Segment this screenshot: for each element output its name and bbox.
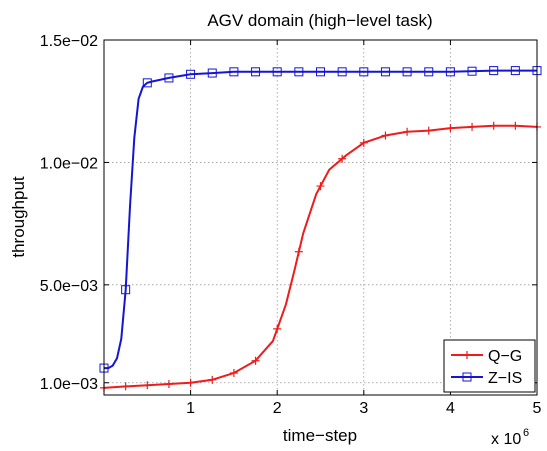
axis-ticks: 1 2 3 4 5 1.0e−03 5.0e−03 1.0e−02 1.5e−02 <box>40 33 542 417</box>
y-tick-label: 1.5e−02 <box>40 33 98 50</box>
data-point <box>164 379 173 388</box>
data-point <box>359 138 368 147</box>
data-point <box>186 69 196 79</box>
data-point <box>446 124 455 133</box>
data-point <box>208 375 217 384</box>
data-point <box>402 67 412 77</box>
data-point <box>294 67 304 77</box>
data-point <box>164 73 174 83</box>
data-point <box>489 121 498 130</box>
data-point <box>207 68 217 78</box>
legend-box <box>443 339 536 393</box>
data-point <box>294 247 303 256</box>
y-tick-label: 5.0e−03 <box>40 278 98 295</box>
data-point <box>121 285 131 295</box>
data-point <box>489 66 499 76</box>
data-point <box>229 368 238 377</box>
x-tick-label: 3 <box>359 400 368 417</box>
x-tick-label: 1 <box>186 400 195 417</box>
data-point <box>380 67 390 77</box>
data-point <box>468 122 477 131</box>
data-point <box>143 381 152 390</box>
data-point <box>251 356 260 365</box>
x-tick-label: 4 <box>446 400 455 417</box>
x-tick-label: 2 <box>273 400 282 417</box>
legend: Q−G Z−IS <box>443 339 536 393</box>
data-point <box>229 67 239 77</box>
x-exponent-base: x 10 <box>491 431 521 448</box>
data-point <box>510 66 520 76</box>
x-axis-label: time−step <box>283 426 357 445</box>
data-point <box>424 67 434 77</box>
data-point <box>121 382 130 391</box>
data-point <box>511 121 520 130</box>
y-axis-label: throughput <box>9 176 28 258</box>
series-line <box>104 69 537 370</box>
data-point <box>424 126 433 135</box>
data-point <box>381 131 390 140</box>
data-point <box>273 324 282 333</box>
plot-frame <box>103 39 538 396</box>
legend-label: Z−IS <box>488 370 522 387</box>
data-point <box>467 66 477 76</box>
legend-label: Q−G <box>488 348 522 365</box>
data-point <box>186 378 195 387</box>
data-point <box>338 154 347 163</box>
data-point <box>403 127 412 136</box>
y-tick-label: 1.0e−03 <box>40 376 98 393</box>
data-point <box>272 67 282 77</box>
x-tick-label: 5 <box>533 400 542 417</box>
data-point <box>316 67 325 77</box>
chart-title: AGV domain (high−level task) <box>207 11 432 30</box>
legend-marker <box>463 351 471 359</box>
x-exponent-power: 6 <box>523 427 529 439</box>
series-z-is <box>99 66 542 373</box>
data-point <box>316 182 325 191</box>
data-point <box>142 78 152 88</box>
data-point <box>359 67 369 77</box>
data-point <box>251 67 261 77</box>
y-tick-label: 1.0e−02 <box>40 155 98 172</box>
data-point <box>445 67 455 77</box>
data-point <box>337 67 347 77</box>
legend-marker <box>462 372 472 382</box>
